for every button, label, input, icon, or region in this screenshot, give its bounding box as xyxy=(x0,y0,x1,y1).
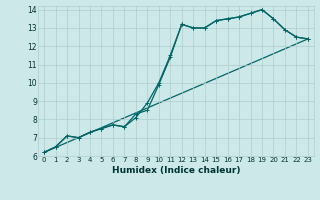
X-axis label: Humidex (Indice chaleur): Humidex (Indice chaleur) xyxy=(112,166,240,175)
